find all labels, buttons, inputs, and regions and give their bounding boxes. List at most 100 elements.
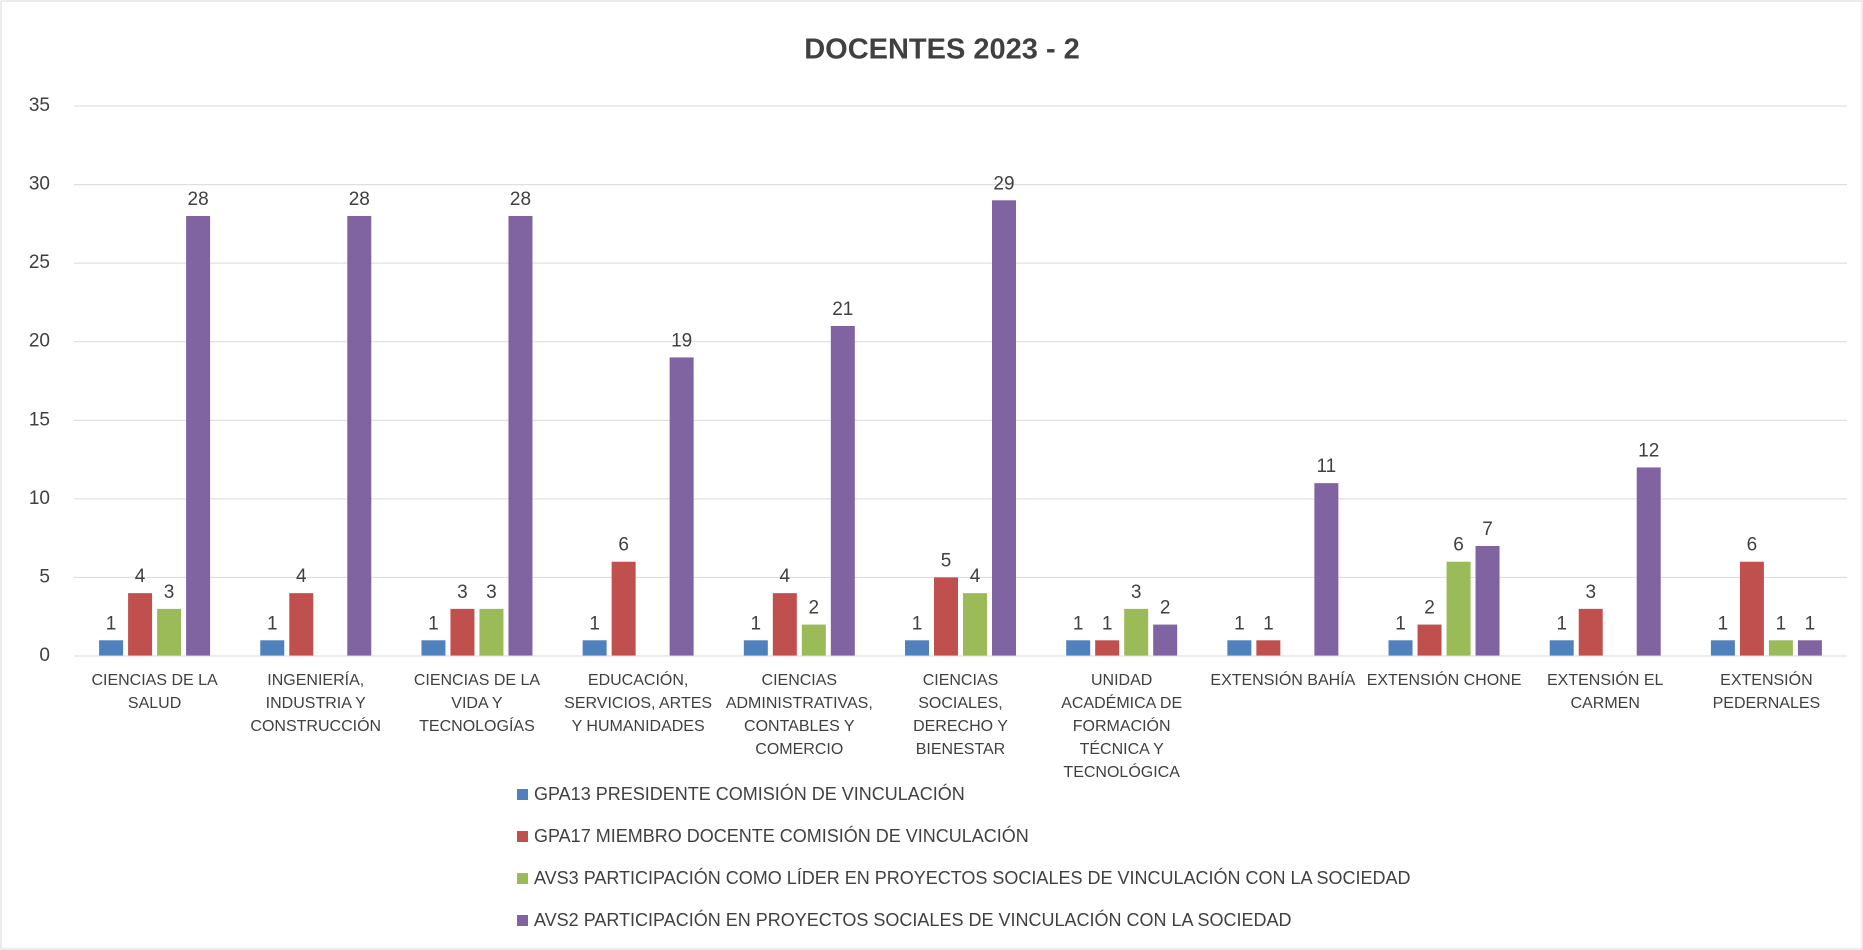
bar — [743, 640, 768, 656]
data-label: 1 — [751, 613, 762, 634]
data-label: 3 — [1585, 582, 1596, 603]
bar — [1446, 561, 1471, 656]
data-label: 1 — [1395, 613, 1406, 634]
x-tick-label: EXTENSIÓN CHONE — [1366, 672, 1522, 689]
bar — [1153, 624, 1178, 656]
y-tick-label: 0 — [39, 645, 50, 666]
bar — [99, 640, 124, 656]
bar — [1475, 546, 1500, 656]
bar — [1066, 640, 1091, 656]
x-tick-label: CIENCIAS DE LA SALUD — [91, 672, 218, 712]
data-label: 1 — [1234, 613, 1245, 634]
bar — [1549, 640, 1574, 656]
data-label: 21 — [832, 299, 853, 320]
bar — [905, 640, 929, 656]
bar — [1124, 608, 1149, 656]
legend-label: AVS3 PARTICIPACIÓN COMO LÍDER EN PROYECT… — [534, 868, 1411, 888]
data-label: 1 — [1556, 613, 1567, 634]
bar — [128, 593, 153, 656]
data-label: 2 — [1160, 598, 1171, 619]
bar — [157, 608, 182, 656]
data-label: 3 — [486, 582, 497, 603]
data-label: 4 — [970, 566, 981, 587]
y-tick-label: 10 — [29, 488, 50, 509]
data-label: 2 — [809, 598, 820, 619]
bar — [1768, 640, 1793, 656]
x-tick-label: EXTENSIÓN BAHÍA — [1210, 672, 1356, 689]
bar — [1227, 640, 1252, 656]
data-label: 6 — [1453, 535, 1464, 556]
data-label: 1 — [267, 613, 278, 634]
x-tick-label: INGENIERÍA, INDUSTRIA Y CONSTRUCCIÓN — [250, 672, 382, 735]
data-label: 11 — [1316, 456, 1336, 477]
bar — [508, 216, 533, 656]
x-tick-label: UNIDAD ACADÉMICA DE FORMACIÓN TÉCNICA Y … — [1061, 672, 1183, 781]
legend-label: AVS2 PARTICIPACIÓN EN PROYECTOS SOCIALES… — [534, 910, 1292, 930]
y-tick-label: 25 — [29, 252, 50, 273]
data-label: 4 — [135, 566, 146, 587]
x-tick-label: EXTENSIÓN PEDERNALES — [1712, 672, 1821, 712]
data-label: 28 — [188, 189, 209, 210]
x-tick-label: CIENCIAS ADMINISTRATIVAS, CONTABLES Y CO… — [725, 672, 873, 758]
bar — [289, 593, 314, 656]
data-label: 2 — [1424, 598, 1435, 619]
data-label: 3 — [457, 582, 468, 603]
bar — [934, 577, 958, 656]
bar — [479, 608, 504, 656]
bar — [1417, 624, 1442, 656]
legend-entry: GPA13 PRESIDENTE COMISIÓN DE VINCULACIÓN — [517, 784, 965, 805]
legend-swatch — [517, 789, 528, 800]
legend-label: GPA17 MIEMBRO DOCENTE COMISIÓN DE VINCUL… — [534, 826, 1029, 846]
bar — [1256, 640, 1281, 656]
bar — [1739, 561, 1764, 656]
x-tick-label: EDUCACIÓN, SERVICIOS, ARTES Y HUMANIDADE… — [564, 672, 713, 735]
y-tick-label: 15 — [29, 409, 50, 430]
bar — [830, 326, 855, 656]
y-tick-label: 5 — [39, 566, 50, 587]
y-tick-label: 35 — [29, 95, 50, 116]
legend-entry: GPA17 MIEMBRO DOCENTE COMISIÓN DE VINCUL… — [517, 826, 1029, 847]
data-label: 6 — [1747, 535, 1758, 556]
bar — [669, 357, 694, 656]
bar — [260, 640, 285, 656]
data-label: 29 — [993, 173, 1014, 194]
chart-title: DOCENTES 2023 - 2 — [804, 34, 1080, 66]
data-label: 28 — [510, 189, 531, 210]
bar — [1388, 640, 1413, 656]
legend-entry: AVS2 PARTICIPACIÓN EN PROYECTOS SOCIALES… — [517, 910, 1292, 931]
bar — [421, 640, 446, 656]
bar — [1636, 467, 1661, 656]
bar — [611, 561, 636, 656]
data-label: 1 — [1776, 613, 1787, 634]
bar — [1578, 608, 1603, 656]
bar — [582, 640, 607, 656]
data-label: 7 — [1482, 519, 1493, 540]
legend-swatch — [517, 915, 528, 926]
data-label: 1 — [1102, 613, 1113, 634]
data-label: 5 — [941, 550, 952, 571]
bar — [1095, 640, 1120, 656]
y-tick-label: 30 — [29, 174, 50, 195]
bar — [347, 216, 372, 656]
data-label: 1 — [106, 613, 117, 634]
bar — [450, 608, 475, 656]
x-tick-label: EXTENSIÓN EL CARMEN — [1546, 672, 1664, 712]
data-label: 4 — [780, 566, 791, 587]
bar — [801, 624, 826, 656]
data-label: 3 — [1131, 582, 1142, 603]
data-label: 1 — [1073, 613, 1084, 634]
data-label: 4 — [296, 566, 307, 587]
bar — [992, 200, 1016, 657]
data-label: 1 — [1263, 613, 1274, 634]
legend-entry: AVS3 PARTICIPACIÓN COMO LÍDER EN PROYECT… — [517, 868, 1411, 889]
data-label: 1 — [1718, 613, 1729, 634]
data-label: 1 — [1805, 613, 1816, 634]
bar — [772, 593, 797, 656]
legend-swatch — [517, 873, 528, 884]
data-label: 1 — [428, 613, 439, 634]
data-label: 28 — [349, 189, 370, 210]
x-tick-label: CIENCIAS DE LA VIDA Y TECNOLOGÍAS — [413, 672, 541, 735]
